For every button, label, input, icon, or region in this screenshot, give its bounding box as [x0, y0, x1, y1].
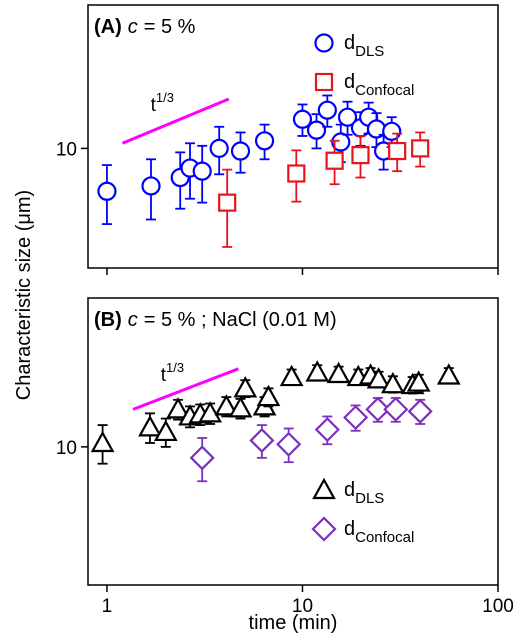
guide-label-sup: 1/3 [156, 90, 174, 105]
data-point [325, 151, 344, 170]
data-point [90, 430, 115, 453]
panel-title: (A) c = 5 % [94, 16, 196, 38]
data-point [306, 120, 327, 140]
data-point [192, 161, 212, 181]
panel-title: (B) c = 5 % ; NaCl (0.01 M) [94, 309, 337, 331]
data-point [411, 139, 430, 158]
data-point [214, 394, 239, 416]
y-tick-label: 10 [56, 438, 77, 459]
legend-name: d [344, 479, 355, 501]
legend-subscript: DLS [355, 43, 384, 60]
legend-marker [314, 33, 334, 53]
data-point [305, 360, 330, 382]
legend-name: d [344, 518, 355, 540]
data-point [314, 417, 340, 443]
data-point [365, 396, 391, 422]
guide-line [121, 97, 230, 145]
data-point [189, 445, 215, 471]
x-axis-label: time (min) [249, 612, 338, 634]
data-point [209, 138, 229, 158]
plot-frame [87, 297, 499, 586]
data-point [138, 415, 162, 437]
y-tick-label: 10 [56, 139, 77, 160]
data-point [276, 431, 302, 457]
data-point [198, 401, 222, 423]
title-variable: c [128, 309, 138, 331]
plot-frame [87, 4, 499, 269]
legend-name: d [344, 71, 355, 93]
data-point [254, 131, 275, 151]
data-point [337, 107, 358, 127]
guide-label-sup: 1/3 [166, 360, 184, 375]
data-point [218, 193, 237, 212]
data-point [230, 141, 251, 161]
title-text: = 5 % [144, 16, 196, 38]
data-point [292, 109, 313, 129]
data-point [97, 181, 117, 201]
panel-label: (B) [94, 309, 122, 331]
legend-name: d [344, 32, 355, 54]
data-point [381, 371, 405, 394]
legend-label: dConfocal [344, 71, 414, 99]
data-point [228, 396, 253, 418]
data-point [406, 370, 431, 392]
data-point [436, 363, 461, 385]
data-point [249, 427, 275, 454]
guide-label: t1/3 [151, 90, 174, 116]
data-point [233, 376, 258, 398]
data-point [326, 361, 351, 384]
legend-subscript: Confocal [355, 529, 414, 546]
data-point [407, 398, 433, 424]
data-point [256, 384, 281, 407]
x-tick-label: 10 [292, 596, 313, 617]
legend-subscript: Confocal [355, 82, 414, 99]
data-point [331, 132, 351, 152]
data-point [382, 121, 402, 141]
data-point [366, 367, 391, 389]
y-axis-label: Characteristic size (μm) [13, 190, 35, 400]
legend-label: dDLS [344, 32, 384, 60]
guide-label: t1/3 [161, 360, 184, 386]
title-variable: c [128, 16, 138, 38]
legend-marker [314, 72, 334, 92]
title-text: = 5 % ; NaCl (0.01 M) [144, 309, 337, 331]
guide-label-base: t [151, 95, 157, 116]
data-point [279, 364, 304, 387]
guide-line [132, 367, 239, 411]
data-point [153, 419, 178, 442]
x-tick-label: 1 [102, 596, 113, 617]
panel: 1 10 100 10 (B) c = 5 % ; NaCl (0.01 M) t1/3 dDL… [56, 297, 514, 617]
panel-label: (A) [94, 16, 122, 38]
legend-marker [311, 516, 337, 542]
legend-label: dConfocal [344, 518, 414, 546]
legend-label: dDLS [344, 479, 384, 507]
data-point [287, 164, 306, 183]
data-point [141, 176, 161, 196]
legend-marker [312, 477, 336, 500]
data-point [351, 145, 370, 165]
guide-label-base: t [161, 365, 167, 386]
legend-subscript: DLS [355, 490, 384, 507]
data-point [166, 397, 190, 419]
x-tick-label: 100 [482, 596, 514, 617]
data-point [388, 141, 407, 161]
data-point [343, 404, 369, 431]
data-point [383, 396, 409, 422]
data-point [317, 100, 337, 120]
